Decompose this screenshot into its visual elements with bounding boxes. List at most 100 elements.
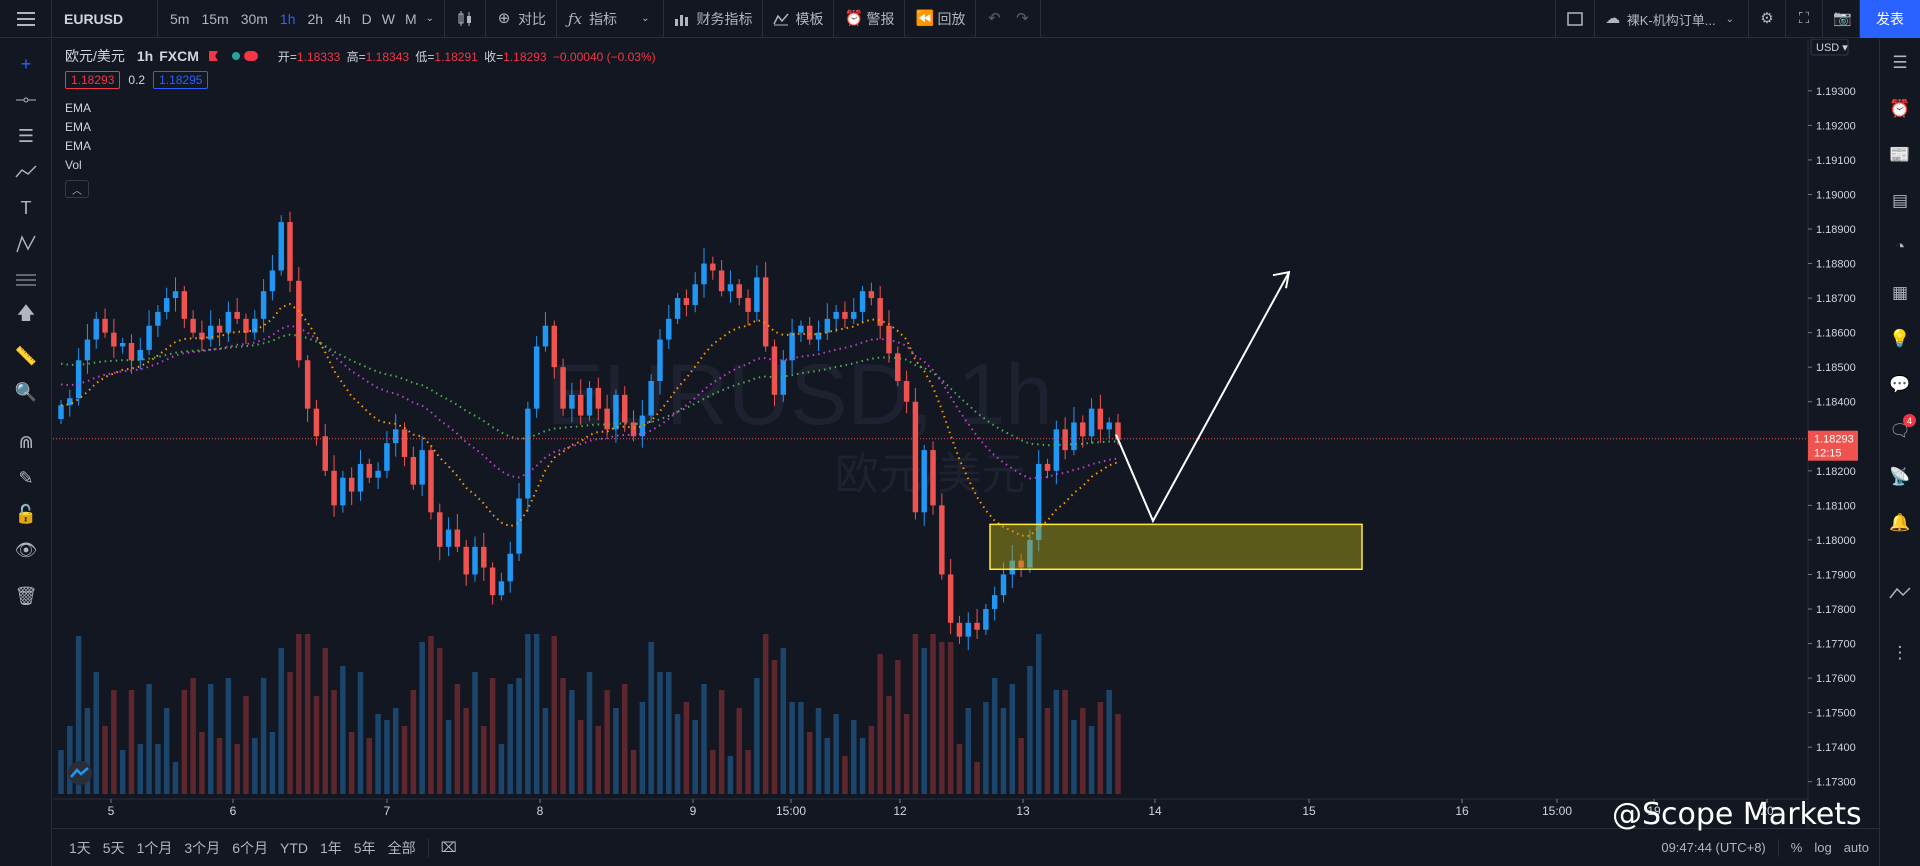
messages-icon[interactable]: 🗨 4	[1888, 414, 1916, 443]
currency-label[interactable]: USD ▾	[1816, 42, 1848, 54]
candle-body	[401, 429, 408, 457]
news-icon[interactable]: 📰	[1889, 145, 1911, 164]
magnet-icon[interactable]: ⋒	[18, 431, 34, 452]
volume-bar	[789, 702, 795, 794]
auto-scale-toggle[interactable]: auto	[1843, 840, 1869, 855]
chart-type-button[interactable]	[445, 0, 487, 38]
bell-icon[interactable]: 🔔	[1889, 513, 1911, 532]
symbol-title[interactable]: 欧元/美元	[65, 48, 125, 64]
publish-button[interactable]: 发表	[1860, 0, 1920, 38]
layout-toggle-button[interactable]	[1554, 0, 1595, 38]
sell-price-button[interactable]: 1.18293	[65, 71, 121, 89]
range-0[interactable]: 1天	[69, 839, 91, 856]
candle-body	[815, 332, 822, 340]
compare-button[interactable]: ⊕ 对比	[486, 0, 558, 38]
fib-icon[interactable]	[13, 267, 39, 293]
price-chart[interactable]: EURUSD, 1h欧元/美元1.193001.192001.191001.19…	[53, 39, 1879, 827]
horizontal-line-icon[interactable]	[13, 87, 39, 113]
volume-bar	[666, 672, 672, 794]
trend-line-icon[interactable]	[13, 159, 39, 185]
log-scale-toggle[interactable]: log	[1814, 840, 1832, 855]
ruler-icon[interactable]: 📏	[14, 345, 38, 366]
volume-bar	[701, 684, 707, 794]
undo-icon[interactable]: ↶	[988, 9, 1001, 27]
interval-1h[interactable]: 1h	[279, 10, 296, 27]
range-3[interactable]: 3个月	[184, 839, 221, 856]
hotlist-icon[interactable]: ◔	[1894, 237, 1906, 256]
indicator-ema-3[interactable]: EMA	[65, 139, 92, 153]
text-icon[interactable]: T	[20, 197, 32, 218]
templates-button[interactable]: 模板	[763, 0, 835, 38]
chart-pane[interactable]: EURUSD, 1h 欧元/美元 1.19300 1.19200 1.19100 1.19…	[53, 39, 1879, 827]
zoom-in-icon[interactable]: 🔍	[14, 381, 38, 402]
range-1[interactable]: 5天	[102, 839, 125, 856]
chat-icon[interactable]: 💬	[1889, 375, 1911, 394]
fullscreen-button[interactable]: ⛶	[1786, 0, 1823, 38]
percent-scale-toggle[interactable]: %	[1790, 840, 1803, 855]
streams-icon[interactable]: 📡	[1889, 467, 1911, 486]
alert-button[interactable]: ⏰ 警报	[834, 0, 906, 38]
candle-body	[454, 529, 461, 547]
crosshair-icon[interactable]: +	[20, 53, 32, 74]
candle-body	[419, 450, 425, 485]
interval-30m[interactable]: 30m	[240, 10, 268, 27]
data-window-icon[interactable]: ▤	[1891, 191, 1909, 210]
settings-button[interactable]: ⚙	[1749, 0, 1786, 38]
volume-bar	[1018, 738, 1024, 794]
chevron-down-icon[interactable]: ⌄	[425, 13, 435, 24]
dom-icon[interactable]	[1888, 581, 1912, 605]
buy-price-button[interactable]: 1.18295	[153, 71, 209, 89]
pattern-icon[interactable]	[13, 231, 39, 257]
alarm-icon[interactable]: ⏰	[1889, 99, 1911, 118]
candle-body	[542, 325, 549, 347]
arrow-up-icon[interactable]: 🡅	[16, 303, 36, 323]
indicator-ema-2[interactable]: EMA	[65, 120, 92, 134]
collapse-indicators-button[interactable]: ︿	[65, 180, 89, 198]
financials-button[interactable]: 财务指标	[664, 0, 764, 38]
interval-m[interactable]: M	[405, 10, 417, 27]
clock-time[interactable]: 09:47:44 (UTC+8)	[1661, 840, 1766, 855]
main-menu-button[interactable]	[0, 0, 52, 38]
range-8[interactable]: 全部	[387, 839, 416, 856]
indicators-button[interactable]: ƒx 指标 ⌄	[557, 0, 665, 38]
goto-date-icon[interactable]: ⌧	[440, 839, 457, 855]
interval-4h[interactable]: 4h	[335, 10, 351, 27]
projection-arrow-line[interactable]	[1115, 271, 1290, 524]
calendar-icon[interactable]: ▦	[1891, 283, 1909, 302]
candle-body	[842, 311, 848, 319]
range-6[interactable]: 1年	[319, 839, 342, 856]
range-5[interactable]: YTD	[279, 839, 308, 856]
candle-body	[569, 394, 575, 409]
range-2[interactable]: 1个月	[136, 839, 173, 856]
watchlist-icon[interactable]: ☰	[1892, 53, 1908, 72]
interval-d[interactable]: D	[361, 10, 372, 27]
pencil-lock-icon[interactable]: ✎	[18, 467, 34, 488]
layout-name-button[interactable]: ☁ 裸K-机构订单... ⌄	[1595, 0, 1749, 38]
indicator-volume[interactable]: Vol	[65, 158, 82, 172]
eye-icon[interactable]: 👁	[14, 539, 38, 560]
hamburger-icon	[16, 11, 35, 26]
interval-5m[interactable]: 5m	[170, 10, 190, 27]
lock-icon[interactable]: 🔓	[14, 503, 38, 524]
symbol-search-button[interactable]: EURUSD	[52, 0, 158, 38]
currency-selector[interactable]	[1810, 39, 1849, 56]
interval-2h[interactable]: 2h	[307, 10, 324, 27]
trash-icon[interactable]: 🗑	[14, 585, 38, 606]
snapshot-button[interactable]: 📷	[1823, 0, 1860, 38]
current-price-badge	[1808, 430, 1858, 461]
demand-zone-rectangle[interactable]	[989, 523, 1363, 571]
interval-w[interactable]: W	[381, 10, 395, 27]
volume-bar	[375, 714, 381, 794]
ideas-icon[interactable]: 💡	[1889, 329, 1911, 348]
interval-15m[interactable]: 15m	[201, 10, 229, 27]
depth-icon[interactable]: ⋮	[1891, 643, 1909, 662]
volume-bar	[1062, 690, 1068, 794]
parallel-lines-icon[interactable]: ☰	[17, 125, 35, 146]
indicator-ema-1[interactable]: EMA	[65, 101, 92, 115]
range-4[interactable]: 6个月	[232, 839, 268, 856]
range-7[interactable]: 5年	[353, 839, 376, 856]
candle-body	[331, 470, 337, 506]
spread-value: 0.2	[128, 73, 146, 87]
replay-button[interactable]: ⏪ 回放	[905, 0, 977, 38]
redo-icon[interactable]: ↷	[1016, 9, 1029, 27]
